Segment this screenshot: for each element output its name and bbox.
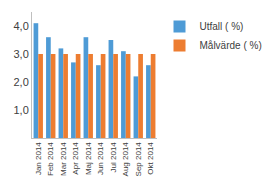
svg-text:Apr 2014: Apr 2014	[71, 142, 80, 175]
svg-text:Utfall ( %): Utfall ( %)	[200, 21, 244, 32]
svg-text:3,0: 3,0	[14, 48, 29, 60]
svg-text:Feb 2014: Feb 2014	[46, 142, 55, 176]
svg-text:4,0: 4,0	[14, 20, 29, 32]
svg-text:Aug 2014: Aug 2014	[121, 142, 130, 177]
svg-text:Jan 2014: Jan 2014	[34, 142, 43, 175]
svg-text:2,0: 2,0	[14, 76, 29, 88]
svg-text:Jun 2014: Jun 2014	[96, 142, 105, 175]
svg-text:Sep 2014: Sep 2014	[134, 142, 143, 177]
svg-text:Målvärde ( %): Målvärde ( %)	[200, 40, 262, 51]
svg-text:1,0: 1,0	[14, 104, 29, 116]
svg-text:Mar 2014: Mar 2014	[59, 142, 68, 176]
svg-text:Okt 2014: Okt 2014	[146, 142, 155, 175]
svg-text:Jul 2014: Jul 2014	[109, 142, 118, 173]
svg-text:Maj 2014: Maj 2014	[84, 142, 93, 175]
